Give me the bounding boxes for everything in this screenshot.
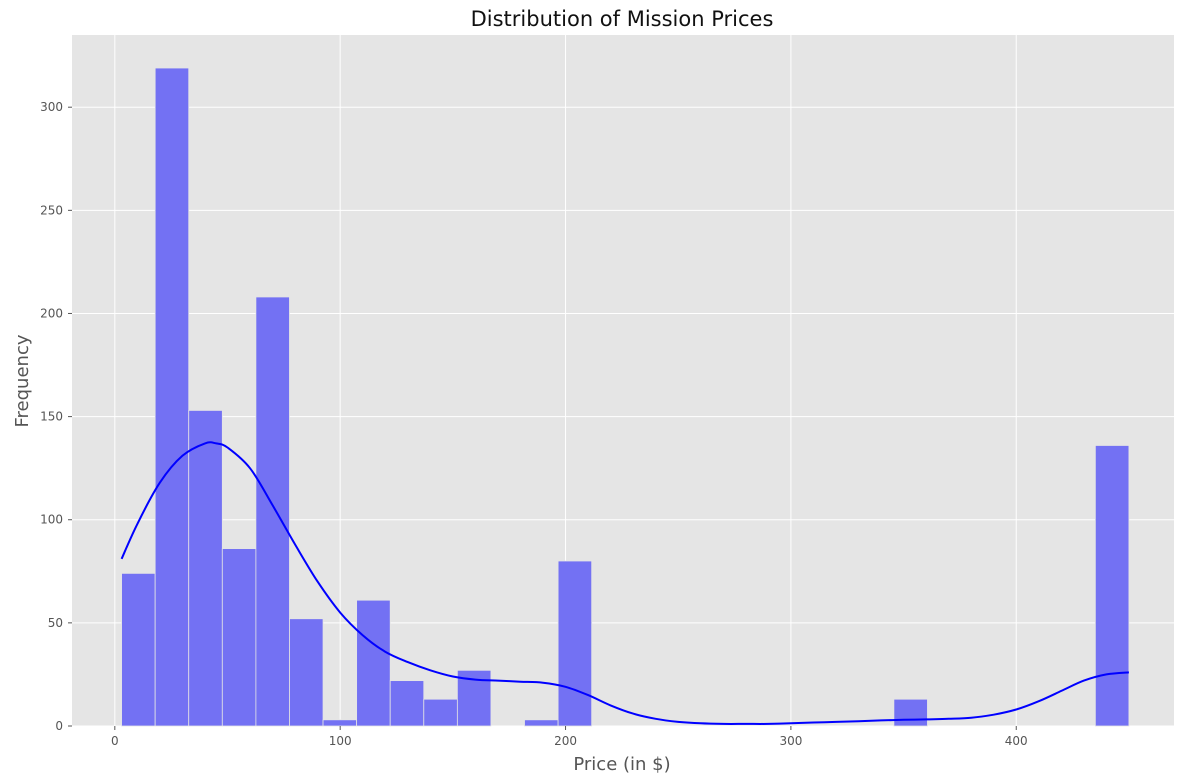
- histogram-bar: [356, 599, 391, 727]
- y-tick-label: 0: [55, 719, 63, 733]
- histogram-bar: [188, 410, 223, 727]
- bars-layer: [121, 67, 1130, 727]
- histogram-bar: [289, 618, 324, 727]
- y-ticks: 0 50 100 150 200 250 300: [40, 100, 72, 733]
- y-tick-label: 150: [40, 410, 63, 424]
- chart-title: Distribution of Mission Prices: [471, 7, 774, 31]
- x-axis-label: Price (in $): [573, 754, 670, 775]
- x-tick-label: 200: [554, 734, 577, 748]
- histogram-bar: [322, 719, 358, 727]
- histogram-bar: [121, 572, 156, 727]
- y-tick-label: 250: [40, 203, 63, 217]
- histogram-bar: [423, 698, 458, 727]
- y-axis-label: Frequency: [12, 334, 33, 427]
- y-tick-label: 100: [40, 513, 63, 527]
- x-tick-label: 0: [111, 734, 119, 748]
- kde-layer: [120, 441, 1129, 725]
- histogram-bar: [1094, 445, 1130, 727]
- y-tick-label: 50: [48, 616, 63, 630]
- x-tick-label: 100: [329, 734, 352, 748]
- histogram-bar: [389, 680, 425, 727]
- x-ticks: 0 100 200 300 400: [111, 726, 1028, 748]
- histogram-bar: [893, 698, 928, 727]
- histogram-bar: [524, 719, 559, 727]
- histogram-bar: [255, 296, 290, 727]
- x-tick-label: 400: [1005, 734, 1028, 748]
- histogram-bar: [557, 560, 593, 727]
- y-tick-label: 300: [40, 100, 63, 114]
- kde-line: [120, 441, 1129, 725]
- histogram-bar: [154, 67, 190, 727]
- y-tick-label: 200: [40, 306, 63, 320]
- histogram-bar: [221, 548, 257, 727]
- x-tick-label: 300: [779, 734, 802, 748]
